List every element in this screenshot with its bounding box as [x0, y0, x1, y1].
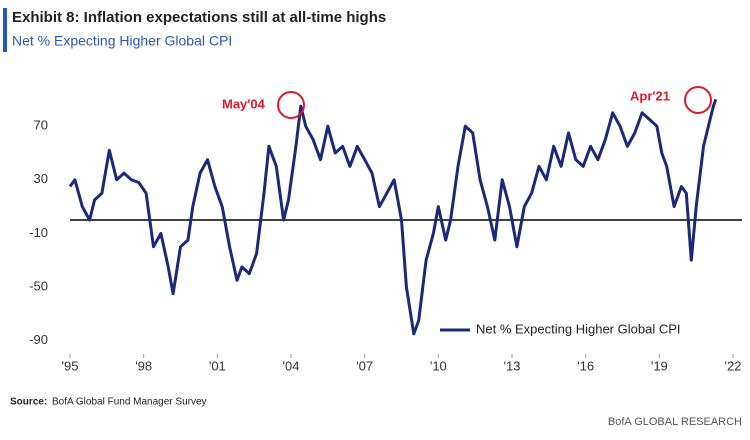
x-tick-label: '04 [283, 358, 300, 373]
y-tick-label: 70 [34, 118, 48, 133]
x-tick-label: '95 [62, 358, 79, 373]
x-tick-label: '13 [504, 358, 521, 373]
y-tick-label: -50 [29, 278, 48, 293]
x-tick-label: '07 [356, 358, 373, 373]
legend-label: Net % Expecting Higher Global CPI [476, 321, 680, 336]
annotation: Apr'21 [630, 88, 670, 103]
x-tick-label: '16 [577, 358, 594, 373]
x-tick-label: '22 [725, 358, 742, 373]
y-tick-label: -90 [29, 332, 48, 347]
source-label: Source: [10, 397, 47, 408]
title-accent [3, 8, 7, 52]
x-tick-label: '19 [651, 358, 668, 373]
annotation: May'04 [222, 96, 266, 111]
x-tick-label: '10 [430, 358, 447, 373]
chart-subtitle: Net % Expecting Higher Global CPI [12, 33, 232, 49]
line-series [68, 98, 718, 336]
y-tick-label: 30 [34, 171, 48, 186]
x-tick-label: '98 [135, 358, 152, 373]
source: BofA Global Fund Manager Survey [52, 397, 207, 408]
y-tick-label: -10 [29, 225, 48, 240]
annotation-circle [277, 91, 305, 119]
annotation-circle [684, 86, 712, 114]
chart-title: Exhibit 8: Inflation expectations still … [12, 9, 386, 26]
x-tick-label: '01 [209, 358, 226, 373]
brand: BofA GLOBAL RESEARCH [608, 416, 742, 428]
